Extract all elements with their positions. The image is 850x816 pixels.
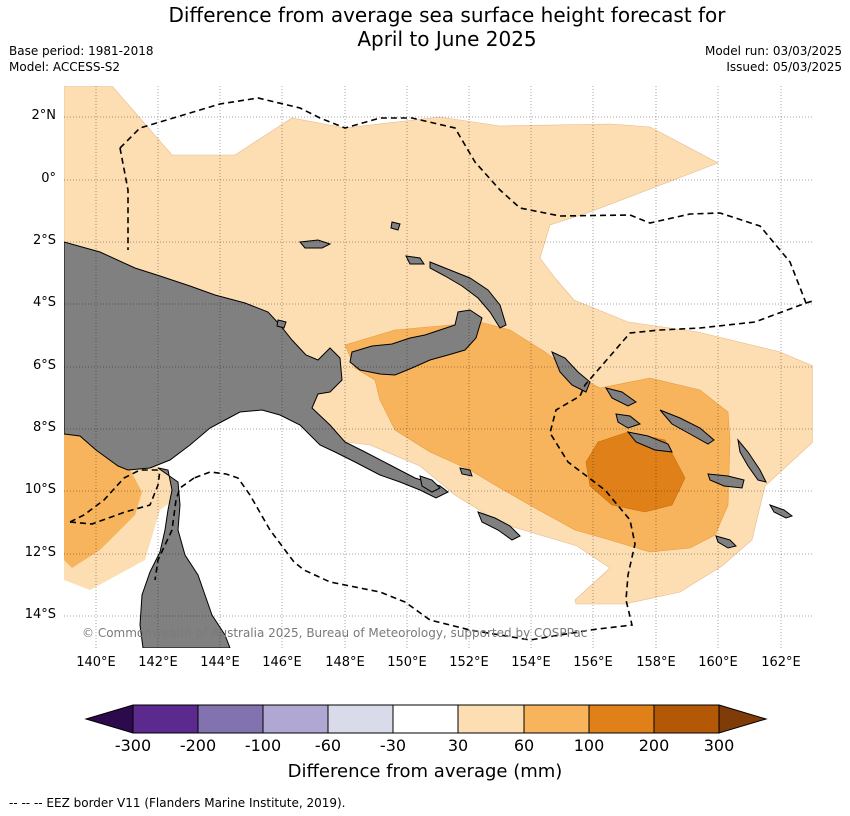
lon-label-162e: 162°E <box>761 655 801 670</box>
issued-date: Issued: 05/03/2025 <box>726 60 842 74</box>
lon-label-156e: 156°E <box>573 655 613 670</box>
land-makira <box>707 473 745 489</box>
eez-border-torres <box>154 477 195 581</box>
lon-label-158e: 158°E <box>636 655 676 670</box>
lon-label-142e: 142°E <box>138 655 178 670</box>
land-small-island-3 <box>405 255 425 265</box>
colorbar-label-30: 30 <box>447 736 469 755</box>
land-cape-york <box>139 467 231 648</box>
land-temotu <box>768 504 794 519</box>
land-new-ireland <box>429 261 507 329</box>
lat-label-2n: 2°N <box>31 108 57 123</box>
land-dentrecasteaux <box>419 475 441 493</box>
lat-label-14s: 14°S <box>24 607 56 622</box>
colorbar-bin-100-200 <box>588 704 655 734</box>
lon-label-160e: 160°E <box>698 655 738 670</box>
lon-label-154e: 154°E <box>511 655 551 670</box>
colorbar-label-m30: -30 <box>379 736 407 755</box>
lon-label-146e: 146°E <box>262 655 302 670</box>
colorbar-bin--200--100 <box>197 704 264 734</box>
lon-label-148e: 148°E <box>325 655 365 670</box>
land-new-georgia <box>615 413 642 429</box>
model-run: Model run: 03/03/2025 <box>704 44 842 58</box>
colorbar-title: Difference from average (mm) <box>287 761 563 782</box>
eez-border-png-north <box>119 97 808 641</box>
colorbar-bin--300--200 <box>132 704 199 734</box>
colorbar-label-m300: -300 <box>114 736 152 755</box>
eez-border-australia-png-2 <box>69 469 161 525</box>
colorbar-label-100: 100 <box>573 736 605 755</box>
eez-legend-note: -- -- -- EEZ border V11 (Flanders Marine… <box>9 796 346 810</box>
colorbar-bin--60--30 <box>327 704 394 734</box>
lon-label-150e: 150°E <box>387 655 427 670</box>
eez-border-australia-png <box>69 469 158 523</box>
colorbar-bin-30-60 <box>457 704 525 734</box>
colorbar-label-m60: -60 <box>314 736 342 755</box>
land-rennell <box>715 535 737 549</box>
lon-label-140e: 140°E <box>76 655 116 670</box>
land-bougainville <box>551 351 591 393</box>
land-santa-isabel <box>659 409 715 445</box>
title-line-1: Difference from average sea surface heig… <box>168 3 726 27</box>
colorbar-label-m100: -100 <box>244 736 282 755</box>
meta-left: Base period: 1981-2018 Model: ACCESS-S2 <box>9 43 154 75</box>
lat-label-10s: 10°S <box>24 482 56 497</box>
land-new-guinea <box>64 241 449 499</box>
eez-border-png-west <box>119 147 129 250</box>
colorbar <box>84 704 768 734</box>
colorbar-label-m200: -200 <box>179 736 217 755</box>
lat-label-8s: 8°S <box>32 420 56 435</box>
colorbar-bin--100--60 <box>262 704 329 734</box>
land-choiseul <box>604 387 637 407</box>
meta-right: Model run: 03/03/2025 Issued: 05/03/2025 <box>705 43 842 75</box>
colorbar-bin-60-100 <box>523 704 590 734</box>
colorbar-bin-200-300 <box>653 704 720 734</box>
lon-label-152e: 152°E <box>449 655 489 670</box>
colorbar-bin--30-30 <box>392 704 459 734</box>
lon-label-144e: 144°E <box>200 655 240 670</box>
land-guadalcanal <box>626 431 673 453</box>
title-line-2: April to June 2025 <box>357 27 537 51</box>
graticule <box>64 86 813 648</box>
land-malaita <box>737 438 767 483</box>
base-period: Base period: 1981-2018 <box>9 44 154 58</box>
lat-label-12s: 12°S <box>24 545 56 560</box>
map-title: Difference from average sea surface heig… <box>0 3 850 51</box>
colorbar-label-300: 300 <box>703 736 735 755</box>
copyright-notice: © Commonwealth of Australia 2025, Bureau… <box>82 626 588 640</box>
lat-label-2s: 2°S <box>32 233 56 248</box>
lat-label-6s: 6°S <box>32 358 56 373</box>
land-louisiade <box>477 511 521 541</box>
colorbar-extend-high <box>718 704 768 734</box>
colorbar-extend-low <box>84 704 134 734</box>
colorbar-label-200: 200 <box>638 736 670 755</box>
model-name: Model: ACCESS-S2 <box>9 60 121 74</box>
land-small-island-2 <box>390 221 401 231</box>
colorbar-label-60: 60 <box>513 736 535 755</box>
land-small-island-1 <box>276 319 287 329</box>
eez-borders <box>69 97 813 641</box>
land-new-britain <box>349 309 483 376</box>
lat-label-0: 0° <box>41 171 56 186</box>
lat-label-4s: 4°S <box>32 295 56 310</box>
